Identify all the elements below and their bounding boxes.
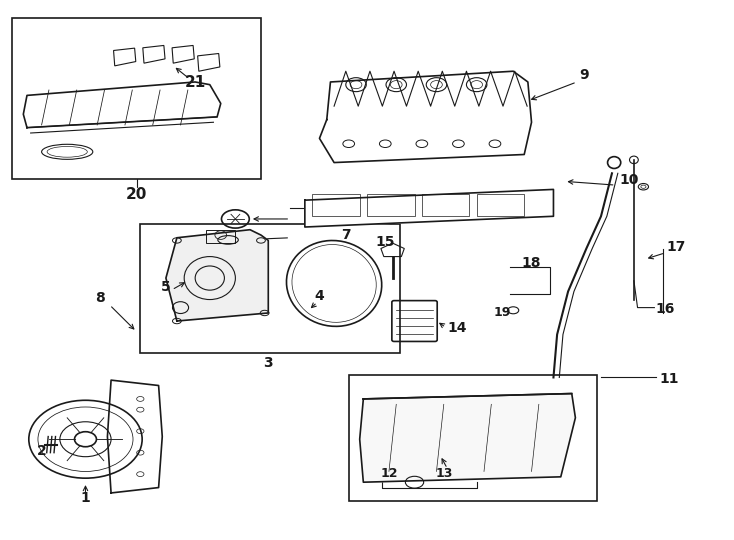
Bar xyxy=(422,194,469,217)
Bar xyxy=(206,230,236,243)
Text: 2: 2 xyxy=(37,444,46,458)
Bar xyxy=(476,194,524,217)
Polygon shape xyxy=(23,82,221,127)
Text: 7: 7 xyxy=(341,228,351,242)
Text: 4: 4 xyxy=(315,288,324,302)
Text: 17: 17 xyxy=(666,240,686,254)
Text: 8: 8 xyxy=(95,291,105,305)
Bar xyxy=(140,224,400,353)
Bar xyxy=(312,194,360,217)
Text: 11: 11 xyxy=(659,372,679,386)
Text: 18: 18 xyxy=(522,256,541,271)
Bar xyxy=(349,375,597,501)
Text: 3: 3 xyxy=(264,356,273,370)
Text: 5: 5 xyxy=(161,280,171,294)
Text: 12: 12 xyxy=(380,467,398,480)
Text: 21: 21 xyxy=(184,76,206,90)
Text: 15: 15 xyxy=(376,235,395,249)
Polygon shape xyxy=(360,394,575,482)
Text: 1: 1 xyxy=(81,491,90,505)
Polygon shape xyxy=(166,230,269,321)
Text: 6: 6 xyxy=(341,212,351,226)
Polygon shape xyxy=(107,380,162,493)
Text: 16: 16 xyxy=(656,302,675,316)
Text: 19: 19 xyxy=(493,306,511,319)
Bar xyxy=(367,194,415,217)
Text: 13: 13 xyxy=(435,467,452,480)
Text: 10: 10 xyxy=(619,173,639,187)
Polygon shape xyxy=(305,190,553,227)
Bar xyxy=(12,17,261,179)
Polygon shape xyxy=(319,71,531,163)
Text: 9: 9 xyxy=(579,68,589,82)
Text: 20: 20 xyxy=(126,187,148,202)
Text: 14: 14 xyxy=(448,321,467,335)
